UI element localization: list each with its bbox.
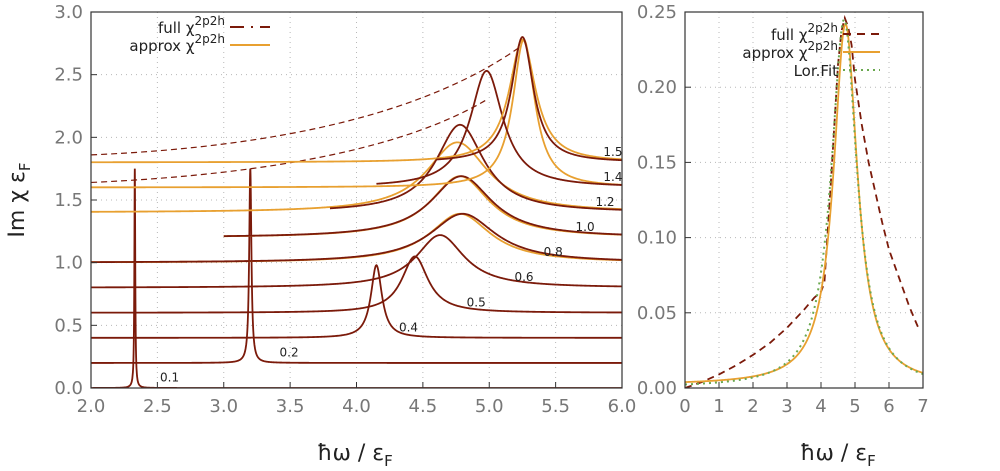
- right-ytick-label: 0.25: [637, 2, 677, 23]
- left-xtick-label: 5.0: [475, 396, 504, 417]
- left-xtick-label: 3.5: [276, 396, 305, 417]
- left-panel: 2.0 2.5 3.0 3.5 4.0 4.5 5.0 5.5 6.0 0.0 0.5 1.0 1.5 2…: [54, 2, 636, 417]
- curve-label-1.5: 1.5: [603, 145, 622, 159]
- full-dashed-curve-1.5: [91, 46, 521, 156]
- left-ytick-label: 2.5: [54, 65, 83, 86]
- left-ytick-label: 2.0: [54, 127, 83, 148]
- approx-curve-1.5: [91, 38, 622, 164]
- full-curve-0.8: [91, 212, 622, 264]
- full-dashed-curve-1.4: [91, 99, 487, 184]
- full-curve-1.2: [329, 123, 622, 211]
- right-xtick-label: 6: [883, 396, 894, 417]
- approx-curve-1.2: [91, 141, 622, 213]
- left-xtick-label: 5.5: [541, 396, 570, 417]
- right-legend: full χ2p2h approx χ2p2h Lor.Fit: [742, 21, 880, 80]
- legend-right-approx-label: approx χ2p2h: [742, 39, 838, 62]
- right-panel: 0 1 2 3 4 5 6 7 0.00 0.05 0.10 0.15 0.20 0.25 full χ2…: [637, 2, 929, 417]
- curve-label-0.1: 0.1: [160, 370, 179, 384]
- right-xtick-label: 4: [815, 396, 826, 417]
- right-xtick-label: 3: [781, 396, 792, 417]
- right-ticks: 0 1 2 3 4 5 6 7 0.00 0.05 0.10 0.15 0.20 0.25: [637, 2, 929, 417]
- y-axis-title: Im χ εF: [5, 162, 34, 237]
- curve-label-1.2: 1.2: [595, 195, 614, 209]
- left-xtick-label: 4.0: [342, 396, 371, 417]
- left-grid: [91, 12, 622, 388]
- x-axis-title-right: ħω / εF: [800, 441, 876, 470]
- right-frame: [684, 11, 924, 389]
- left-xtick-label: 2.5: [143, 396, 172, 417]
- legend-approx-label: approx χ2p2h: [129, 32, 225, 55]
- left-ticks: 2.0 2.5 3.0 3.5 4.0 4.5 5.0 5.5 6.0 0.0 0.5 1.0 1.5 2…: [54, 2, 636, 417]
- x-axis-title-left: ħω / εF: [317, 441, 393, 470]
- curve-label-0.5: 0.5: [467, 295, 486, 309]
- left-legend: full χ2p2h approx χ2p2h: [129, 14, 270, 55]
- full-curve-0.1: [91, 168, 622, 388]
- approx-curve-1.4: [91, 38, 622, 189]
- right-xtick-label: 0: [679, 396, 690, 417]
- left-xtick-label: 3.0: [209, 396, 238, 417]
- left-curve-labels: 0.1 0.2 0.4 0.5 0.6 0.8 1.01.2 1.4 1.5: [160, 145, 622, 385]
- curve-label-0.2: 0.2: [280, 345, 299, 359]
- left-xtick-label: 4.5: [409, 396, 438, 417]
- left-xtick-label: 2.0: [77, 396, 106, 417]
- full-curve-0.6: [91, 234, 622, 289]
- right-xtick-label: 1: [713, 396, 724, 417]
- full-curve-0.5: [91, 255, 622, 314]
- right-ytick-label: 0.00: [637, 378, 677, 399]
- right-xtick-label: 7: [917, 396, 928, 417]
- curve-label-0.8: 0.8: [544, 245, 563, 259]
- right-ytick-label: 0.15: [637, 152, 677, 173]
- full-curve-0.4: [91, 264, 622, 339]
- right-xtick-label: 2: [747, 396, 758, 417]
- left-ytick-label: 1.0: [54, 253, 83, 274]
- right-ytick-label: 0.20: [637, 77, 677, 98]
- left-ytick-label: 0.0: [54, 378, 83, 399]
- series-full-2p2h: [685, 15, 921, 388]
- right-xtick-label: 5: [849, 396, 860, 417]
- right-ytick-label: 0.05: [637, 303, 677, 324]
- left-xtick-label: 6.0: [608, 396, 637, 417]
- full-curve-0.2: [91, 168, 622, 364]
- full-curve-1.4: [376, 70, 622, 186]
- legend-full-label: full χ2p2h: [158, 14, 225, 37]
- legend-right-lor-label: Lor.Fit: [794, 62, 839, 80]
- left-ytick-label: 0.5: [54, 315, 83, 336]
- full-curve-1.0: [223, 175, 622, 238]
- curve-label-1.4: 1.4: [603, 170, 622, 184]
- full-curve-1.5: [436, 36, 622, 162]
- left-ytick-label: 1.5: [54, 190, 83, 211]
- left-curves: [91, 36, 622, 388]
- curve-label-1.0: 1.0: [576, 220, 595, 234]
- right-curves: [685, 15, 923, 388]
- curve-label-0.6: 0.6: [514, 270, 533, 284]
- right-ytick-label: 0.10: [637, 228, 677, 249]
- legend-right-full-label: full χ2p2h: [771, 21, 838, 44]
- curve-label-0.4: 0.4: [399, 320, 418, 334]
- left-ytick-label: 3.0: [54, 2, 83, 23]
